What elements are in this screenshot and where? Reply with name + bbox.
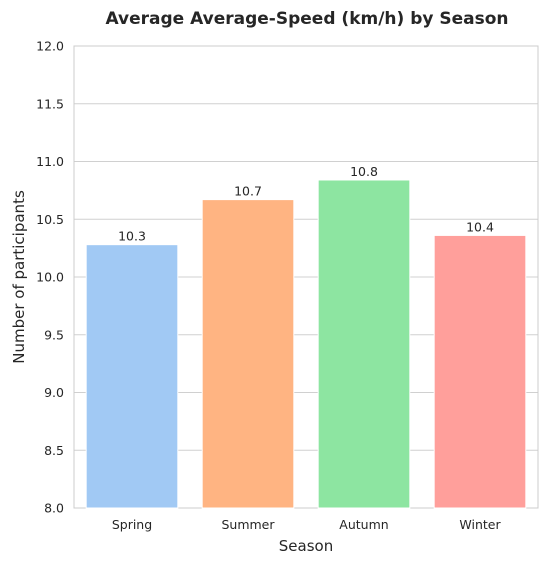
data-label: 10.3 (118, 229, 146, 244)
plot-area (73, 45, 539, 509)
y-tick-label: 12.0 (36, 39, 64, 54)
bar-spring (85, 244, 179, 509)
x-tick-label: Winter (459, 517, 501, 532)
y-axis-ticks: 8.0 8.5 9.0 9.5 10.0 10.5 11.0 11.5 12.0 (36, 39, 64, 516)
y-tick-label: 11.0 (36, 154, 64, 169)
x-axis-ticks: Spring Summer Autumn Winter (112, 517, 502, 532)
x-tick-label: Autumn (339, 517, 388, 532)
y-tick-label: 9.5 (44, 327, 64, 342)
y-tick-label: 11.5 (36, 96, 64, 111)
bar-winter (433, 234, 527, 509)
bar-summer (201, 199, 295, 509)
y-tick-label: 8.0 (44, 501, 64, 516)
x-tick-label: Spring (112, 517, 152, 532)
x-tick-label: Summer (221, 517, 275, 532)
bars (85, 179, 527, 509)
y-tick-label: 10.0 (36, 270, 64, 285)
data-label: 10.8 (350, 164, 378, 179)
chart-title: Average Average-Speed (km/h) by Season (105, 9, 508, 29)
y-tick-label: 10.5 (36, 212, 64, 227)
y-tick-label: 9.0 (44, 385, 64, 400)
data-labels: 10.3 10.7 10.8 10.4 (118, 164, 494, 244)
bar-autumn (317, 179, 411, 509)
y-axis-label: Number of participants (10, 190, 28, 364)
x-axis-label: Season (279, 537, 333, 555)
data-label: 10.4 (466, 219, 494, 234)
y-tick-label: 8.5 (44, 443, 64, 458)
data-label: 10.7 (234, 184, 262, 199)
